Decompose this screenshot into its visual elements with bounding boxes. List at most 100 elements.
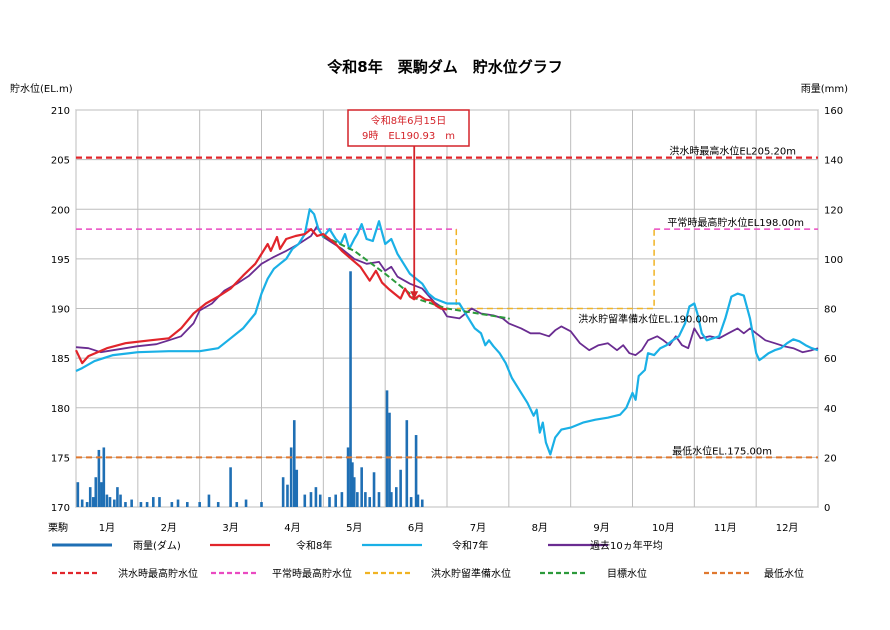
x-tick-label: 1月 bbox=[99, 522, 115, 534]
rain-bar bbox=[186, 502, 189, 507]
chart-title: 令和8年 栗駒ダム 貯水位グラフ bbox=[327, 58, 562, 76]
x-category-label: 栗駒 bbox=[48, 522, 68, 534]
x-tick-label: 6月 bbox=[408, 522, 424, 534]
legend-label-avg: 過去10ヵ年平均 bbox=[590, 539, 663, 552]
rain-bar bbox=[139, 502, 143, 507]
rain-bar bbox=[346, 447, 350, 507]
rain-bar bbox=[260, 502, 263, 507]
y2-tick-label: 140 bbox=[824, 156, 843, 167]
rain-bar bbox=[314, 487, 318, 507]
y-tick-label: 200 bbox=[51, 205, 70, 216]
series-line-target bbox=[322, 235, 510, 320]
x-tick-label: 12月 bbox=[776, 522, 799, 534]
rain-bar bbox=[368, 497, 372, 507]
y-tick-label: 175 bbox=[51, 453, 70, 464]
rain-bar bbox=[405, 420, 409, 507]
rain-bar bbox=[113, 499, 116, 507]
series-line-r7 bbox=[75, 208, 819, 456]
ref-label-normal-max: 平常時最高貯水位EL198.00m bbox=[667, 216, 804, 229]
rain-bar bbox=[349, 271, 352, 507]
rain-bar bbox=[356, 492, 359, 507]
rain-bar bbox=[360, 467, 363, 507]
y-tick-label: 180 bbox=[51, 404, 70, 415]
y2-tick-label: 80 bbox=[824, 305, 837, 316]
rain-bar bbox=[119, 494, 122, 507]
rain-bar bbox=[372, 472, 376, 507]
legend-label-r7: 令和7年 bbox=[452, 539, 488, 552]
rain-bar bbox=[377, 492, 381, 507]
legend-label-rain: 雨量(ダム) bbox=[133, 539, 181, 552]
rain-bar bbox=[94, 477, 98, 507]
rain-bar bbox=[286, 484, 289, 507]
rain-bar bbox=[100, 482, 103, 507]
rain-bar bbox=[281, 477, 285, 507]
rain-bar bbox=[198, 502, 201, 507]
rain-bar bbox=[130, 499, 133, 507]
x-tick-label: 10月 bbox=[652, 522, 675, 534]
y2-tick-label: 60 bbox=[824, 354, 837, 365]
rain-bar bbox=[151, 497, 155, 507]
rain-bar bbox=[399, 469, 402, 507]
legend-label-target: 目標水位 bbox=[607, 567, 647, 580]
rain-bar bbox=[318, 494, 322, 507]
rain-bar bbox=[145, 502, 149, 507]
rain-bar bbox=[76, 482, 80, 507]
x-tick-label: 2月 bbox=[161, 522, 177, 534]
annotation-date: 令和8年6月15日 bbox=[371, 114, 446, 127]
ref-label-flood-reserve: 洪水貯留準備水位EL.190.00m bbox=[578, 313, 718, 326]
legend-label-normal_max: 平常時最高貯水位 bbox=[272, 567, 352, 580]
legend-label-flood_reserve: 洪水貯留準備水位 bbox=[431, 567, 511, 580]
rain-bar bbox=[216, 502, 220, 507]
rain-bar bbox=[207, 494, 211, 507]
rain-bar bbox=[351, 462, 354, 507]
y-tick-label: 185 bbox=[51, 354, 70, 365]
rain-bar bbox=[88, 487, 92, 507]
rain-bar bbox=[85, 502, 89, 507]
rain-bar bbox=[116, 487, 119, 507]
rain-bar bbox=[385, 390, 389, 507]
y2-tick-label: 40 bbox=[824, 404, 837, 415]
y2-tick-label: 160 bbox=[824, 106, 843, 117]
x-tick-label: 9月 bbox=[593, 522, 609, 534]
x-tick-label: 11月 bbox=[714, 522, 737, 534]
rain-bar bbox=[414, 435, 418, 507]
y-tick-label: 170 bbox=[51, 503, 70, 514]
x-tick-label: 5月 bbox=[346, 522, 362, 534]
ref-label-flood-max: 洪水時最高水位EL205.20m bbox=[669, 145, 796, 158]
rain-bar bbox=[340, 492, 344, 507]
annotation-level: 9時 EL190.93 m bbox=[362, 130, 455, 142]
rain-bar bbox=[80, 499, 84, 507]
left-axis-label: 貯水位(EL.m) bbox=[10, 82, 73, 95]
rain-bar bbox=[229, 467, 232, 507]
rain-bar bbox=[102, 447, 106, 507]
rain-bar bbox=[289, 447, 293, 507]
legend-label-flood_max: 洪水時最高貯水位 bbox=[118, 567, 198, 580]
rain-bar bbox=[108, 497, 112, 507]
legend-label-min_level: 最低水位 bbox=[764, 567, 804, 580]
rain-bar bbox=[92, 497, 95, 507]
y-tick-label: 205 bbox=[51, 156, 70, 167]
annotation-arrow-head bbox=[410, 291, 419, 300]
rain-bar bbox=[420, 499, 424, 507]
rain-bar bbox=[292, 420, 296, 507]
rain-bar bbox=[295, 469, 299, 507]
y-tick-label: 195 bbox=[51, 255, 70, 266]
rain-bar bbox=[235, 502, 239, 507]
x-tick-label: 7月 bbox=[470, 522, 486, 534]
rain-bar bbox=[394, 487, 398, 507]
right-axis-label: 雨量(mm) bbox=[801, 83, 848, 95]
y-tick-label: 210 bbox=[51, 106, 70, 117]
rain-bar bbox=[334, 494, 337, 507]
y2-tick-label: 120 bbox=[824, 205, 843, 216]
x-tick-label: 3月 bbox=[222, 522, 238, 534]
series-line-avg bbox=[75, 225, 819, 356]
rain-bar bbox=[390, 492, 393, 507]
rain-bar bbox=[105, 494, 109, 507]
rain-bar bbox=[328, 497, 331, 507]
rain-bar bbox=[352, 477, 356, 507]
rain-bar bbox=[170, 502, 174, 507]
y-tick-label: 190 bbox=[51, 305, 70, 316]
x-tick-label: 8月 bbox=[532, 522, 548, 534]
series-line-r8 bbox=[75, 228, 448, 365]
